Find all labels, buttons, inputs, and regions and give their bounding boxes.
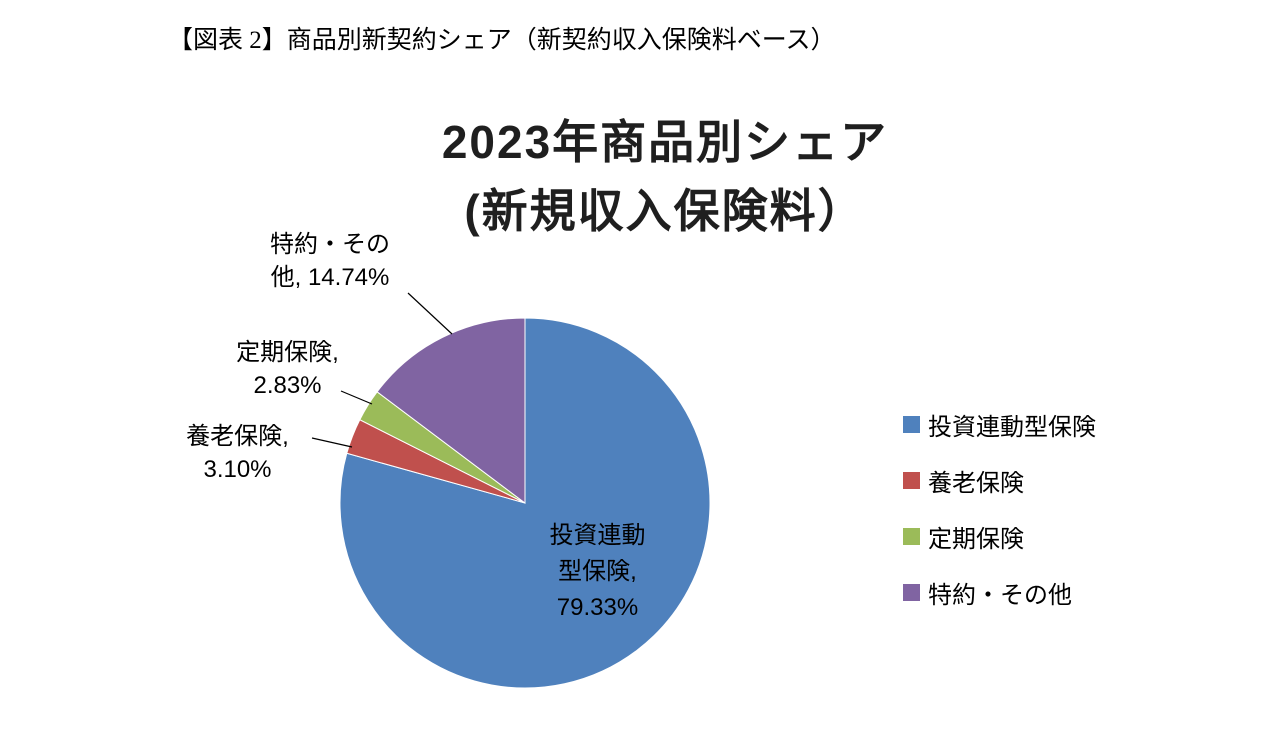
legend-swatch — [903, 416, 920, 433]
legend-label: 特約・その他 — [928, 582, 1072, 609]
leader-line-rider — [407, 292, 453, 335]
legend-swatch — [903, 472, 920, 489]
legend-label: 養老保険 — [928, 470, 1024, 497]
data-label-rider: 特約・その 他, 14.74% — [250, 228, 410, 294]
legend: 投資連動型保険 養老保険 定期保険 特約・その他 — [903, 408, 1096, 609]
figure-caption: 【図表 2】商品別新契約シェア（新契約収入保険料ベース） — [168, 27, 836, 54]
chart-title-line1: 2023年商品別シェア — [441, 116, 889, 168]
data-label-rider-line2: 他, 14.74% — [270, 264, 390, 291]
data-label-endowment-line1: 養老保険, — [186, 423, 289, 450]
data-label-rider-line1: 特約・その — [270, 231, 390, 258]
chart-title: 2023年商品別シェア (新規収入保険料） — [330, 108, 1000, 246]
data-label-endowment-line2: 3.10% — [203, 456, 272, 483]
legend-label: 定期保険 — [928, 526, 1024, 553]
legend-item-invest: 投資連動型保険 — [903, 408, 1096, 441]
leader-line-endowment — [311, 437, 353, 448]
data-label-term: 定期保険, 2.83% — [215, 336, 360, 402]
legend-item-rider: 特約・その他 — [903, 576, 1096, 609]
data-label-term-line2: 2.83% — [253, 372, 322, 399]
legend-item-endowment: 養老保険 — [903, 464, 1096, 497]
data-label-invest-line1: 投資連動 — [549, 522, 646, 549]
data-label-term-line1: 定期保険, — [236, 339, 339, 366]
legend-swatch — [903, 584, 920, 601]
data-label-invest-line3: 79.33% — [556, 594, 639, 621]
data-label-endowment: 養老保険, 3.10% — [165, 420, 310, 486]
pie-slice-3 — [376, 317, 526, 505]
legend-label: 投資連動型保険 — [928, 414, 1096, 441]
legend-swatch — [903, 528, 920, 545]
data-label-invest-line2: 型保険, — [558, 558, 637, 585]
chart-title-line2: (新規収入保険料） — [464, 185, 866, 237]
legend-item-term: 定期保険 — [903, 520, 1096, 553]
pie-slices — [339, 317, 711, 689]
data-label-invest: 投資連動 型保険, 79.33% — [510, 518, 685, 626]
leader-line-term — [340, 390, 373, 405]
